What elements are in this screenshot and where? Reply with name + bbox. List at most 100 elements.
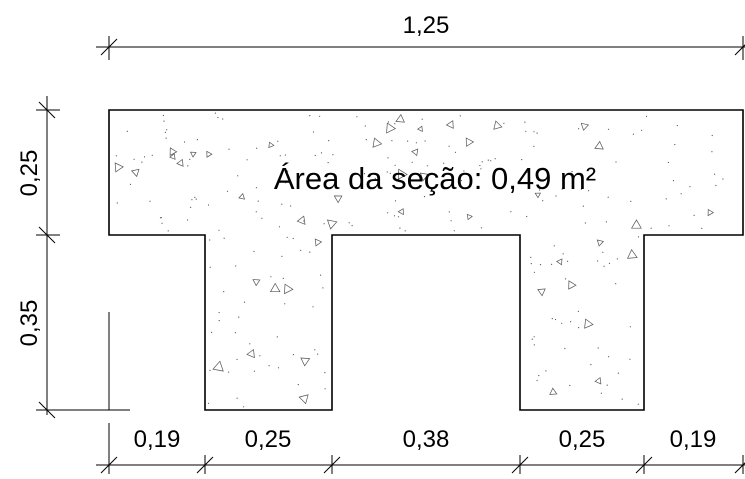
hatch-dot — [209, 370, 210, 371]
hatch-dot — [223, 291, 224, 292]
hatch-dot — [365, 125, 366, 126]
hatch-dot — [309, 115, 310, 116]
hatch-dot — [281, 204, 282, 205]
hatch-dot — [134, 159, 135, 160]
hatch-dot — [165, 132, 166, 133]
hatch-dot — [298, 384, 299, 385]
hatch-dot — [208, 403, 209, 404]
hatch-dot — [673, 180, 674, 181]
dimension-left-bottom-label: 0,35 — [16, 300, 43, 347]
hatch-dot — [256, 187, 257, 188]
hatch-dot — [583, 206, 584, 207]
hatch-dot — [168, 230, 169, 231]
hatch-dot — [187, 165, 188, 166]
hatch-dot — [564, 348, 565, 349]
hatch-dot — [694, 215, 695, 216]
hatch-dot — [633, 134, 634, 135]
hatch-dot — [590, 364, 591, 365]
hatch-dot — [630, 201, 631, 202]
hatch-dot — [606, 221, 607, 222]
hatch-dot — [578, 311, 579, 312]
hatch-dot — [537, 380, 538, 381]
hatch-dot — [651, 228, 652, 229]
hatch-dot — [312, 306, 313, 307]
hatch-dot — [281, 256, 282, 257]
dimension-bottom-label-1: 0,19 — [134, 426, 181, 453]
hatch-dot — [533, 146, 534, 147]
hatch-dot — [561, 323, 562, 324]
hatch-dot — [545, 370, 546, 371]
hatch-dot — [222, 118, 223, 119]
hatch-dot — [328, 140, 329, 141]
hatch-dot — [677, 125, 678, 126]
hatch-dot — [244, 302, 245, 303]
dimension-left-top-label: 0,25 — [16, 150, 43, 197]
hatch-dot — [602, 252, 603, 253]
hatch-dot — [247, 159, 248, 160]
hatch-dot — [552, 318, 553, 319]
hatch-dot — [424, 196, 425, 197]
hatch-dot — [160, 217, 161, 218]
dimension-bottom-label-5: 0,19 — [670, 426, 717, 453]
hatch-dot — [524, 122, 525, 123]
hatch-dot — [425, 140, 426, 141]
dimension-top-label: 1,25 — [403, 12, 450, 39]
hatch-dot — [618, 373, 619, 374]
hatch-dot — [313, 131, 314, 132]
hatch-dot — [481, 227, 482, 228]
hatch-dot — [277, 141, 278, 142]
hatch-dot — [309, 252, 310, 253]
hatch-dot — [449, 146, 450, 147]
hatch-dot — [532, 339, 533, 340]
hatch-dot — [197, 139, 198, 140]
hatch-dot — [388, 121, 389, 122]
hatch-dot — [609, 263, 610, 264]
hatch-dot — [258, 201, 259, 202]
hatch-dot — [256, 211, 257, 212]
hatch-dot — [324, 223, 325, 224]
hatch-dot — [237, 398, 238, 399]
hatch-dot — [525, 131, 526, 132]
hatch-dot — [674, 144, 675, 145]
section-area-label: Área da seção: 0,49 m² — [274, 161, 596, 196]
hatch-dot — [293, 238, 294, 239]
hatch-dot — [196, 199, 197, 200]
hatch-dot — [604, 266, 605, 267]
hatch-dot — [534, 272, 535, 273]
hatch-dot — [269, 365, 270, 366]
hatch-dot — [287, 237, 288, 238]
hatch-dot — [187, 219, 188, 220]
hatch-dot — [530, 257, 531, 258]
concrete-section-outline — [109, 110, 743, 410]
hatch-dot — [622, 399, 623, 400]
hatch-dot — [617, 258, 618, 259]
hatch-dot — [270, 276, 271, 277]
hatch-dot — [285, 154, 286, 155]
hatch-dot — [711, 151, 712, 152]
hatch-dot — [449, 211, 450, 212]
hatch-dot — [235, 265, 236, 266]
hatch-dot — [279, 226, 280, 227]
hatch-dot — [638, 236, 639, 237]
hatch-dot — [235, 332, 236, 333]
hatch-dot — [387, 212, 388, 213]
hatch-dot — [714, 174, 715, 175]
hatch-dot — [422, 119, 423, 120]
hatch-dot — [163, 121, 164, 122]
hatch-dot — [495, 158, 496, 159]
hatch-dot — [601, 393, 602, 394]
hatch-dot — [141, 162, 142, 163]
hatch-dot — [531, 263, 532, 264]
hatch-dot — [319, 116, 320, 117]
hatch-dot — [689, 186, 690, 187]
hatch-dot — [597, 260, 598, 261]
hatch-dot — [325, 388, 326, 389]
hatch-dot — [607, 385, 608, 386]
hatch-dot — [237, 175, 238, 176]
hatch-dot — [533, 131, 534, 132]
hatch-dot — [542, 200, 543, 201]
hatch-dot — [190, 207, 191, 208]
hatch-dot — [249, 343, 250, 344]
hatch-dot — [317, 354, 318, 355]
